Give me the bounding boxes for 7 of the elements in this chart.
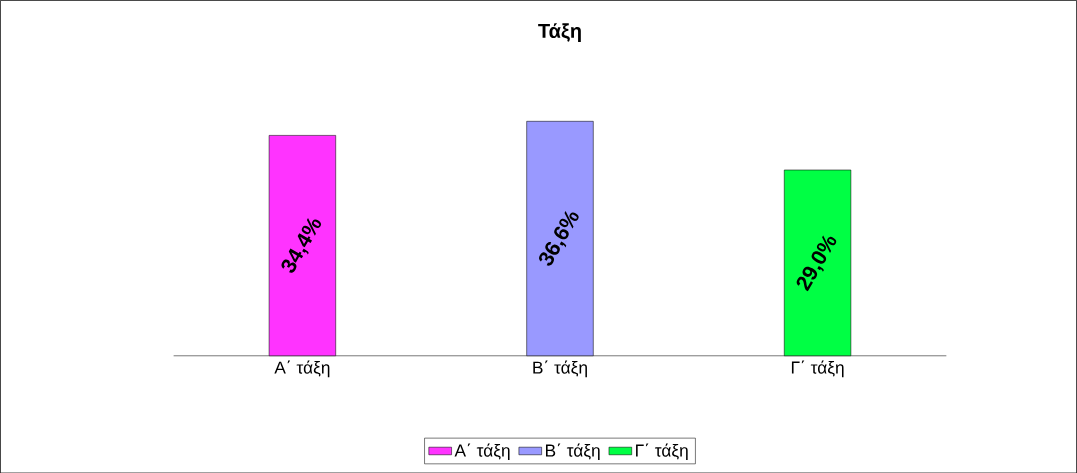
legend-label: Β΄ τάξη [545, 443, 600, 460]
x-tick-label: Β΄ τάξη [533, 360, 587, 377]
legend-label: Α΄ τάξη [454, 443, 510, 460]
x-tick-label: Α΄ τάξη [274, 360, 330, 377]
x-tick-label: Γ΄ τάξη [791, 360, 844, 377]
legend-label: Γ΄ τάξη [636, 443, 688, 460]
chart-title: Τάξη [538, 22, 581, 42]
